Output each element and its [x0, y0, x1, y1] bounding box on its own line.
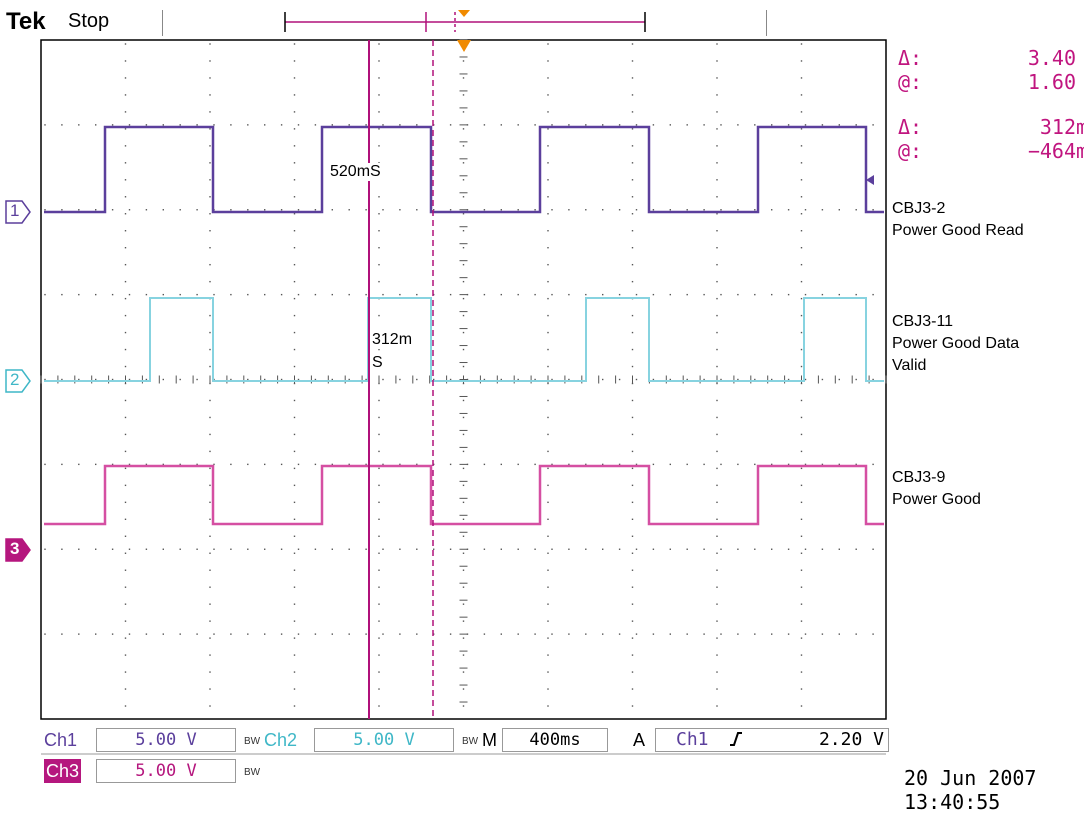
capture-date: 20 Jun 2007: [904, 766, 1037, 790]
ch1-label[interactable]: Ch1: [44, 730, 78, 750]
ch2-marker-label: 2: [10, 370, 20, 389]
ch3-waveform: [44, 464, 884, 526]
rising-edge-icon: [729, 732, 742, 746]
timebase-label: M: [482, 730, 497, 750]
at-t-value: −464ms: [1027, 139, 1084, 163]
ch3-marker[interactable]: [5, 538, 31, 562]
ch3-label[interactable]: Ch3: [44, 759, 82, 783]
ch1-bw-limit: BW: [244, 736, 261, 747]
ch2-scale[interactable]: 5.00 V: [314, 728, 454, 752]
ch2-label[interactable]: Ch2: [264, 730, 298, 750]
measurement-520ms: 520mS: [330, 163, 381, 181]
measurement-312ms-line2: S: [372, 354, 383, 372]
at-t-label: @:: [898, 139, 923, 163]
at-v-label: @:: [898, 70, 923, 94]
ch1-marker-label: 1: [10, 201, 20, 220]
delta-t-value: 312ms: [1039, 115, 1084, 139]
trigger-position-marker-icon: [457, 40, 471, 52]
graticule-grid: [40, 39, 887, 707]
header-separator: [766, 10, 767, 36]
ch1-scale[interactable]: 5.00 V: [96, 728, 236, 752]
at-v-value: 1.60 V: [1027, 70, 1084, 94]
trace-label-ch2: CBJ3-11 Power Good Data Valid: [892, 313, 1020, 374]
ch1-waveform: [44, 125, 884, 214]
measurement-312ms-line1: 312m: [372, 331, 413, 349]
trigger-level-icon: [866, 175, 874, 185]
voltage-cursor-readout: Δ: 3.40 V @: 1.60 V: [898, 46, 1084, 94]
delta-v-value: 3.40 V: [1027, 46, 1084, 70]
trigger-settings[interactable]: Ch1 2.20 V: [655, 728, 889, 752]
trigger-label: A: [633, 730, 646, 750]
trace-label-ch3: CBJ3-9 Power Good: [892, 469, 981, 508]
header-separator: [162, 10, 163, 36]
acquisition-state: Stop: [68, 10, 110, 32]
ch3-scale[interactable]: 5.00 V: [96, 759, 236, 783]
tek-logo: Tek: [6, 8, 46, 35]
delta-v-label: Δ:: [898, 46, 923, 70]
ch3-bw-limit: BW: [244, 767, 261, 778]
ch3-marker-label: 3: [10, 539, 20, 558]
trigger-level: 2.20 V: [818, 729, 884, 750]
trace-label-ch1: CBJ3-2 Power Good Read: [892, 200, 1024, 239]
time-cursor-readout: Δ: 312ms @: −464ms: [898, 115, 1084, 163]
delta-t-label: Δ:: [898, 115, 923, 139]
trigger-source: Ch1: [676, 729, 709, 750]
ch2-bw-limit: BW: [462, 736, 479, 747]
capture-time: 13:40:55: [904, 790, 1001, 814]
record-view-bar: [284, 10, 646, 32]
ch2-marker[interactable]: [5, 369, 31, 393]
ch2-waveform: [44, 297, 884, 382]
trigger-position-icon: [458, 10, 470, 17]
ch1-marker[interactable]: [5, 200, 31, 224]
timebase-value[interactable]: 400ms: [502, 728, 608, 752]
